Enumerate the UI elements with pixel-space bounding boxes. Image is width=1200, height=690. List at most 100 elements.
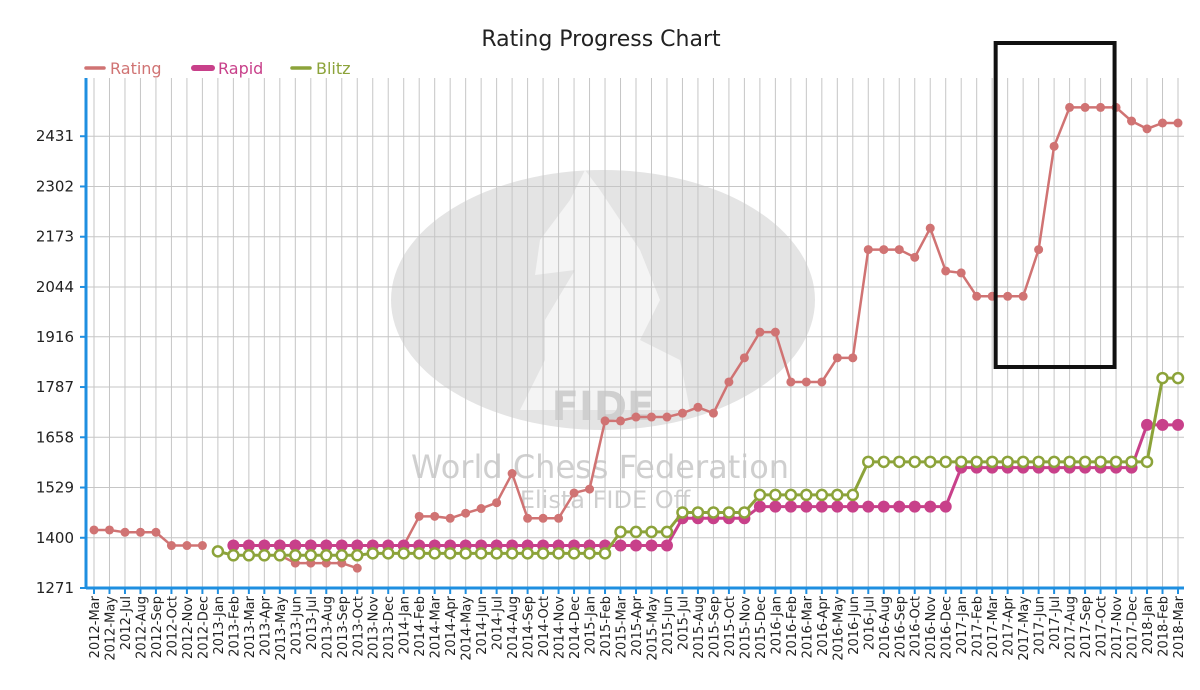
data-point xyxy=(831,500,844,513)
x-tick-label: 2016-Sep xyxy=(893,596,908,658)
x-tick-label: 2013-Feb xyxy=(227,596,242,657)
data-point xyxy=(459,547,472,560)
data-point xyxy=(769,500,782,513)
data-point xyxy=(616,416,626,426)
x-tick-label: 2016-Oct xyxy=(909,596,924,657)
data-point xyxy=(832,353,842,363)
data-point xyxy=(755,327,765,337)
data-point xyxy=(784,500,797,513)
data-point xyxy=(629,525,643,539)
axes: 1271 1400 1529 1658 1787 1916 2044 2173 2302 2431… xyxy=(36,78,1187,661)
data-point xyxy=(135,527,145,537)
data-point xyxy=(258,549,271,562)
data-point xyxy=(351,539,364,552)
data-point xyxy=(1034,245,1044,255)
data-point xyxy=(428,547,441,560)
y-tick-label: 2302 xyxy=(36,177,74,195)
data-point xyxy=(1140,455,1154,469)
legend-label: Blitz xyxy=(316,59,351,78)
x-tick-label: 2014-Sep xyxy=(522,596,537,658)
x-tick-label: 2017-Feb xyxy=(971,596,986,657)
x-tick-label: 2016-Mar xyxy=(800,595,815,658)
data-point xyxy=(645,539,658,552)
data-point xyxy=(304,539,317,552)
data-point xyxy=(691,506,705,519)
data-point xyxy=(412,547,426,560)
data-point xyxy=(474,547,488,560)
data-point xyxy=(182,541,192,551)
data-point xyxy=(1156,371,1169,385)
data-point xyxy=(505,547,519,560)
x-tick-label: 2017-Aug xyxy=(1064,596,1079,659)
y-tick-label: 1916 xyxy=(36,328,74,346)
x-tick-label: 2014-Aug xyxy=(506,596,521,659)
x-tick-label: 2013-Dec xyxy=(382,596,397,659)
x-tick-label: 2012-May xyxy=(103,596,118,661)
highlight-box xyxy=(993,41,1117,369)
data-point xyxy=(1096,102,1106,112)
data-point xyxy=(877,500,890,513)
data-point xyxy=(893,500,906,513)
x-tick-label: 2016-Aug xyxy=(878,596,893,659)
data-point xyxy=(848,353,858,363)
data-point xyxy=(800,500,813,513)
grid xyxy=(86,78,1184,589)
data-point xyxy=(523,513,533,523)
data-point xyxy=(273,549,287,562)
legend: Rating Rapid Blitz xyxy=(84,59,351,78)
data-point xyxy=(552,547,565,560)
data-point xyxy=(877,455,891,469)
data-point xyxy=(151,527,161,537)
data-point xyxy=(985,455,999,469)
x-tick-label: 2012-Nov xyxy=(181,596,196,659)
data-point xyxy=(645,525,658,539)
data-point xyxy=(923,455,937,469)
data-point xyxy=(707,506,720,519)
legend-label: Rating xyxy=(110,59,162,78)
x-tick-label: 2012-Aug xyxy=(134,596,149,659)
x-tick-label: 2013-Jul xyxy=(305,596,320,650)
data-point xyxy=(722,506,736,519)
data-point xyxy=(614,525,627,539)
data-point xyxy=(443,547,457,560)
data-point xyxy=(1001,455,1014,469)
x-tick-label: 2016-Jun xyxy=(847,596,862,655)
data-point xyxy=(801,377,811,387)
x-tick-label: 2017-Jul xyxy=(1048,596,1063,650)
data-point xyxy=(569,488,579,498)
data-point xyxy=(925,223,935,233)
data-point xyxy=(397,547,410,560)
data-point xyxy=(1003,291,1013,301)
data-point xyxy=(89,525,99,535)
x-tick-label: 2016-Nov xyxy=(924,596,939,659)
data-point xyxy=(614,539,627,552)
data-point xyxy=(1127,116,1137,126)
data-point xyxy=(1049,141,1059,151)
x-tick-label: 2015-Sep xyxy=(707,596,722,658)
data-point xyxy=(846,500,859,513)
x-tick-label: 2012-Oct xyxy=(165,596,180,657)
data-point xyxy=(258,539,271,552)
data-point xyxy=(724,377,734,387)
x-tick-label: 2014-Mar xyxy=(429,595,444,658)
x-tick-label: 2015-Aug xyxy=(692,596,707,659)
data-point xyxy=(815,500,828,513)
x-tick-label: 2016-Feb xyxy=(785,596,800,657)
data-point xyxy=(862,455,875,469)
data-point xyxy=(1173,118,1183,128)
data-point xyxy=(197,541,207,551)
x-tick-label: 2017-Jan xyxy=(955,596,970,655)
legend-label: Rapid xyxy=(218,59,263,78)
data-point xyxy=(1080,102,1090,112)
data-point xyxy=(753,488,767,502)
x-tick-label: 2017-Jun xyxy=(1033,596,1048,655)
x-tick-label: 2012-Sep xyxy=(150,596,165,658)
data-point xyxy=(662,412,672,422)
data-point xyxy=(211,545,225,558)
data-point xyxy=(335,539,348,552)
data-point xyxy=(908,500,921,513)
y-tick-label: 1271 xyxy=(36,579,74,597)
data-point xyxy=(521,547,534,560)
data-point xyxy=(352,563,362,573)
data-point xyxy=(320,549,333,562)
